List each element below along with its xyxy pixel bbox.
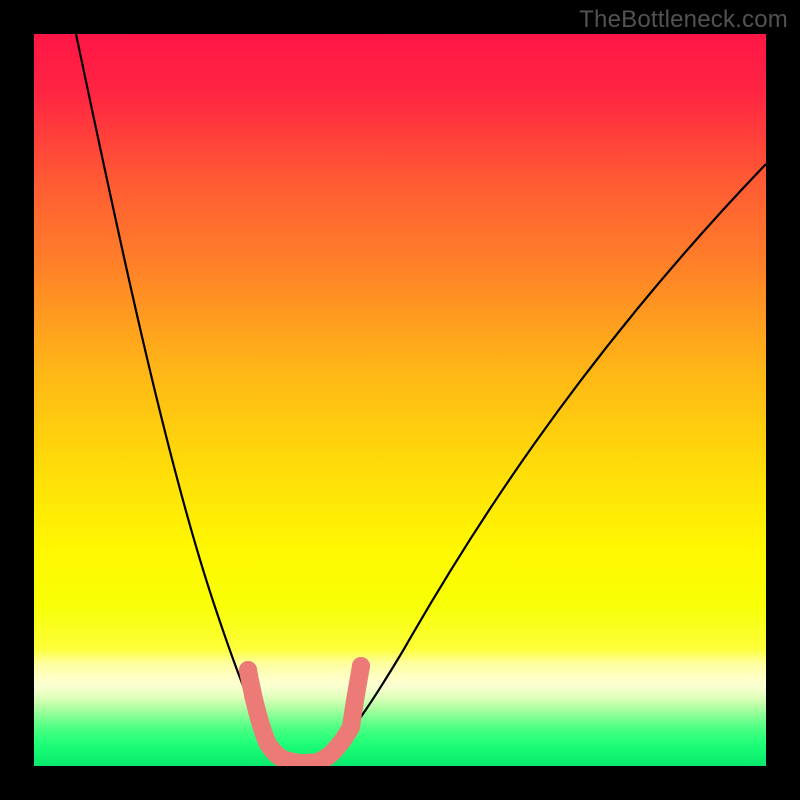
data-markers [239, 657, 370, 766]
bottleneck-curve [76, 34, 766, 765]
data-marker [239, 661, 257, 679]
curve-layer [34, 34, 766, 766]
data-marker [352, 657, 370, 675]
chart-frame: TheBottleneck.com [0, 0, 800, 800]
data-marker [244, 686, 262, 704]
plot-area [34, 34, 766, 766]
watermark-text: TheBottleneck.com [579, 6, 788, 34]
data-marker [342, 718, 360, 736]
